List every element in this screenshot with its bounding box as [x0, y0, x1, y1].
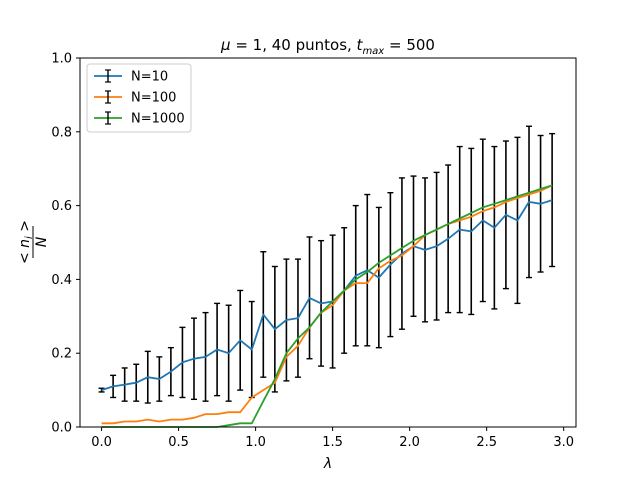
- legend: N=10 N=100 N=1000: [86, 63, 192, 133]
- series-line-n-10: [101, 199, 553, 391]
- title-mu: μ: [220, 36, 231, 54]
- y-label-num: < n: [17, 239, 33, 264]
- chart-title: μ = 1, 40 puntos, tmax = 500: [220, 36, 435, 57]
- legend-label-n-1000: N=1000: [131, 112, 185, 127]
- legend-label-n-10: N=10: [131, 70, 168, 85]
- y-axis-label-numerator: < ni >: [17, 220, 35, 264]
- y-tick-label: 0.0: [51, 421, 72, 436]
- title-text-1: = 1, 40 puntos,: [231, 36, 357, 54]
- y-tick-label: 1.0: [51, 52, 72, 67]
- y-tick-label: 0.8: [51, 125, 72, 140]
- y-label-close: >: [17, 220, 33, 236]
- axis-ticks: 0.0 0.5 1.0 1.5 2.0 2.5 3.0 0.0 0.2 0.4 0.6 0.8 1.0: [51, 52, 574, 451]
- plot-frame: [79, 57, 577, 428]
- y-label-sub: i: [24, 236, 35, 239]
- y-tick-label: 0.2: [51, 347, 72, 362]
- title-subscript: max: [362, 46, 384, 57]
- y-tick-label: 0.6: [51, 199, 72, 214]
- legend-label-n-100: N=100: [131, 91, 176, 106]
- x-tick-label: 1.5: [322, 435, 343, 450]
- title-text-2: = 500: [384, 36, 435, 54]
- x-tick-label: 2.5: [476, 435, 497, 450]
- x-tick-label: 2.0: [399, 435, 420, 450]
- x-tick-label: 1.0: [245, 435, 266, 450]
- title-t: t: [357, 36, 364, 54]
- y-axis-label-denominator: N: [34, 236, 50, 247]
- y-axis-label: < ni > N: [17, 220, 50, 264]
- x-axis-label: λ: [323, 456, 332, 472]
- x-tick-label: 0.5: [168, 435, 189, 450]
- y-tick-label: 0.4: [51, 273, 72, 288]
- series-line-n-100: [101, 184, 553, 425]
- x-tick-label: 3.0: [553, 435, 574, 450]
- legend-box: [86, 63, 192, 133]
- x-tick-label: 0.0: [91, 435, 112, 450]
